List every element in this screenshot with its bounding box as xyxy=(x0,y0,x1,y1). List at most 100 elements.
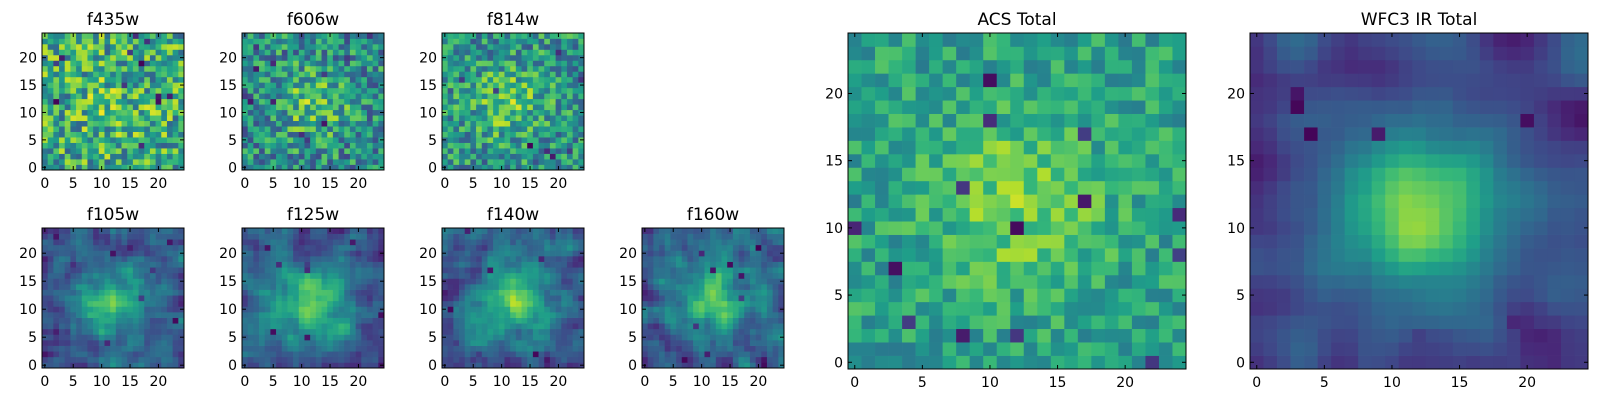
heatmap-cell xyxy=(956,194,971,209)
heatmap-cell xyxy=(298,131,305,138)
heatmap-cell xyxy=(861,315,876,330)
heatmap-cell xyxy=(70,295,77,302)
heatmap-cell xyxy=(447,159,454,165)
heatmap-cell xyxy=(566,38,573,45)
heatmap-cell xyxy=(487,60,494,67)
heatmap-cell xyxy=(766,267,773,274)
heatmap-cell xyxy=(378,323,385,330)
heatmap-cell xyxy=(172,295,179,302)
heatmap-cell xyxy=(888,248,903,262)
heatmap-cell xyxy=(332,98,339,105)
heatmap-cell xyxy=(166,159,173,165)
heatmap-cell xyxy=(510,71,517,78)
heatmap-cell xyxy=(276,104,283,111)
heatmap-cell xyxy=(76,244,83,251)
heatmap-cell xyxy=(942,167,957,182)
heatmap-cell xyxy=(361,323,368,330)
heatmap-cell xyxy=(344,109,351,116)
heatmap-cell xyxy=(476,82,483,89)
heatmap-cell xyxy=(344,278,351,285)
heatmap-cell xyxy=(138,65,145,72)
heatmap-cell xyxy=(481,164,488,171)
heatmap-cell xyxy=(121,334,128,341)
heatmap-cell xyxy=(93,109,100,116)
heatmap-cell xyxy=(155,284,162,290)
heatmap-cell xyxy=(172,38,179,45)
heatmap-cell xyxy=(332,159,339,165)
heatmap-cell xyxy=(710,239,717,246)
heatmap-cell xyxy=(259,267,266,274)
heatmap-cell xyxy=(344,334,351,341)
heatmap-cell xyxy=(132,38,139,45)
heatmap-cell xyxy=(1050,207,1065,222)
heatmap-cell xyxy=(861,274,876,289)
heatmap-cell xyxy=(270,300,277,307)
heatmap-cell xyxy=(247,256,254,262)
heatmap-cell xyxy=(659,239,666,246)
heatmap-cell xyxy=(93,300,100,307)
heatmap-cell xyxy=(476,60,483,67)
heatmap-cell xyxy=(715,345,722,352)
heatmap-cell xyxy=(493,267,500,274)
heatmap-cell xyxy=(53,272,60,279)
heatmap-cell xyxy=(366,82,373,89)
heatmap-cell xyxy=(172,272,179,279)
heatmap-cell xyxy=(149,278,156,285)
heatmap-cell xyxy=(42,120,49,127)
heatmap-cell xyxy=(270,272,277,279)
heatmap-cell xyxy=(527,38,534,45)
heatmap-cell xyxy=(281,278,288,285)
heatmap-cell xyxy=(281,142,288,149)
heatmap-cell xyxy=(155,98,162,105)
heatmap-cell xyxy=(566,60,573,67)
x-tick-label: 5 xyxy=(269,176,278,192)
heatmap-cell xyxy=(698,300,705,307)
heatmap-cell xyxy=(693,272,700,279)
heatmap-cell xyxy=(710,278,717,285)
heatmap-cell xyxy=(755,272,762,279)
heatmap-cell xyxy=(715,306,722,313)
heatmap-cell xyxy=(504,295,511,302)
heatmap-cell xyxy=(693,300,700,307)
heatmap-cell xyxy=(247,244,254,251)
heatmap-cell xyxy=(70,82,77,89)
heatmap-cell xyxy=(372,334,379,341)
heatmap-cell xyxy=(310,289,317,296)
heatmap-cell xyxy=(572,126,579,132)
heatmap-cell xyxy=(276,54,283,61)
heatmap-cell xyxy=(447,65,454,72)
heatmap-cell xyxy=(361,239,368,246)
heatmap-cell xyxy=(498,98,505,105)
heatmap-cell xyxy=(110,300,117,307)
heatmap-cell xyxy=(287,115,294,122)
heatmap-cell xyxy=(578,115,585,122)
heatmap-cell xyxy=(304,109,311,116)
heatmap-cell xyxy=(498,49,505,56)
heatmap-cell xyxy=(1077,194,1092,209)
heatmap-cell xyxy=(127,109,134,116)
heatmap-cell xyxy=(459,87,466,94)
heatmap-cell xyxy=(647,278,654,285)
heatmap-cell xyxy=(555,312,562,318)
heatmap-cell xyxy=(178,98,185,105)
heatmap-cell xyxy=(710,334,717,341)
heatmap-cell xyxy=(87,49,94,56)
heatmap-cell xyxy=(138,82,145,89)
heatmap-cell xyxy=(178,312,185,318)
heatmap-cell xyxy=(327,49,334,56)
heatmap-cell xyxy=(53,142,60,149)
heatmap-cell xyxy=(64,159,71,165)
heatmap-cell xyxy=(270,244,277,251)
axes-frame xyxy=(441,227,585,369)
heatmap-cell xyxy=(270,142,277,149)
heatmap-cell xyxy=(772,328,779,335)
heatmap-cell xyxy=(504,120,511,127)
heatmap-cell xyxy=(87,120,94,127)
heatmap-cell xyxy=(532,340,539,346)
heatmap-cell xyxy=(476,345,483,352)
heatmap-cell xyxy=(572,76,579,83)
y-tick-label: 5 xyxy=(428,133,437,149)
heatmap-cell xyxy=(481,120,488,127)
heatmap-cell xyxy=(527,289,534,296)
